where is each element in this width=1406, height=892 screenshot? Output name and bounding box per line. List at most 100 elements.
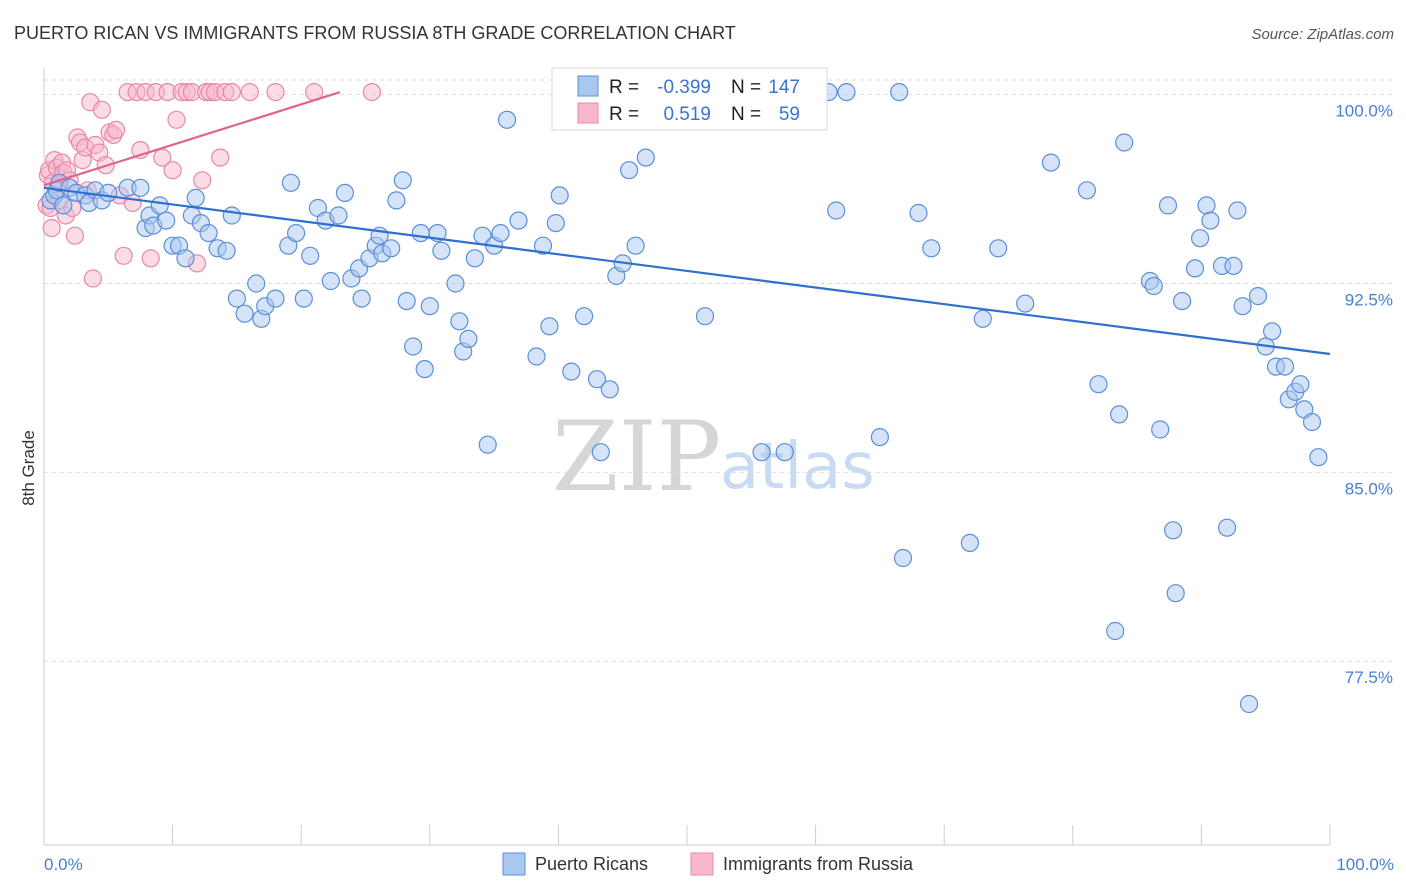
point-pink-32 (114, 246, 133, 265)
point-blue-106 (1041, 153, 1061, 172)
point-blue-57 (411, 224, 430, 243)
point-blue-39 (301, 246, 320, 265)
legend-label-immigrants-from-russia: Immigrants from Russia (723, 854, 914, 874)
point-blue-29 (227, 289, 246, 308)
point-blue-100 (909, 203, 928, 223)
y-tick-label-1: 92.5% (1345, 291, 1393, 310)
point-blue-4 (54, 196, 73, 215)
point-pink-58 (362, 82, 381, 102)
point-blue-91 (752, 443, 771, 462)
point-blue-101 (922, 239, 941, 258)
stats-r-label-pink: R = (609, 104, 639, 125)
point-blue-18 (157, 211, 176, 230)
stats-swatch-pink (577, 102, 599, 124)
point-blue-28 (222, 206, 241, 225)
x-tick-label-100: 100.0% (1336, 855, 1394, 874)
point-blue-102 (960, 533, 980, 553)
point-blue-74 (533, 236, 553, 255)
point-blue-62 (446, 274, 465, 293)
point-pink-4 (42, 219, 61, 238)
point-blue-114 (1151, 420, 1170, 439)
point-blue-44 (335, 183, 354, 202)
point-blue-108 (1089, 375, 1108, 394)
point-blue-43 (329, 206, 348, 225)
stats-box: R = -0.399 N = 147 R = 0.519 N = 59 (551, 67, 828, 131)
point-blue-110 (1109, 405, 1129, 424)
point-blue-121 (1197, 196, 1216, 215)
point-blue-138 (1302, 412, 1322, 432)
point-blue-76 (546, 214, 565, 233)
point-blue-92 (775, 443, 794, 462)
point-blue-131 (1262, 322, 1282, 341)
point-blue-65 (459, 329, 478, 348)
point-blue-115 (1158, 196, 1178, 215)
point-blue-71 (497, 110, 517, 129)
chart-title: PUERTO RICAN VS IMMIGRANTS FROM RUSSIA 8… (14, 23, 736, 43)
point-blue-119 (1185, 259, 1205, 278)
point-blue-85 (619, 161, 639, 180)
watermark: ZIP atlas (552, 401, 875, 513)
point-pink-42 (163, 161, 182, 180)
point-blue-87 (636, 148, 655, 167)
point-blue-72 (509, 211, 528, 230)
point-pink-38 (141, 249, 160, 268)
y-axis-label: 8th Grade (19, 430, 38, 506)
chart-source: Source: ZipAtlas.com (1251, 26, 1394, 43)
point-blue-125 (1224, 256, 1243, 275)
point-blue-78 (562, 362, 581, 381)
point-blue-56 (404, 337, 423, 356)
stats-n-value-blue: 147 (768, 77, 800, 98)
point-blue-61 (432, 241, 451, 260)
point-pink-43 (167, 110, 186, 129)
point-pink-48 (193, 171, 212, 190)
legend-swatch-immigrants-from-russia (690, 852, 714, 876)
point-blue-79 (574, 307, 594, 326)
legend-swatch-puerto-ricans (502, 852, 526, 876)
point-blue-136 (1291, 375, 1310, 394)
point-blue-21 (176, 249, 195, 268)
point-pink-26 (92, 100, 112, 119)
legend-label-puerto-ricans: Puerto Ricans (535, 854, 648, 874)
y-tick-label-2: 85.0% (1345, 479, 1393, 498)
point-blue-139 (1309, 448, 1328, 467)
y-tick-labels: 100.0% 92.5% 85.0% 77.5% (1335, 102, 1393, 688)
point-blue-97 (870, 428, 890, 447)
point-blue-11 (99, 183, 118, 202)
point-blue-103 (973, 309, 992, 328)
point-blue-17 (150, 196, 169, 215)
point-blue-107 (1077, 181, 1097, 200)
point-blue-80 (587, 370, 607, 389)
point-blue-66 (465, 249, 484, 268)
point-blue-127 (1233, 297, 1252, 316)
point-blue-96 (837, 82, 856, 102)
point-blue-27 (217, 241, 236, 260)
point-blue-63 (450, 312, 469, 331)
point-blue-133 (1275, 357, 1295, 376)
legend: Puerto Ricans Immigrants from Russia (502, 852, 914, 876)
trend-line-puerto-ricans (43, 186, 1331, 356)
point-blue-118 (1172, 292, 1192, 311)
point-pink-56 (266, 82, 285, 102)
point-blue-95 (827, 201, 846, 220)
point-blue-30 (235, 304, 254, 323)
point-blue-55 (397, 292, 416, 311)
point-blue-81 (591, 443, 610, 462)
point-blue-77 (550, 186, 569, 205)
stats-r-value-blue: -0.399 (657, 77, 711, 98)
point-blue-109 (1106, 621, 1125, 641)
y-tick-label-3: 77.5% (1345, 668, 1393, 687)
point-blue-68 (478, 435, 497, 454)
point-blue-82 (600, 380, 619, 399)
point-blue-59 (420, 297, 439, 316)
point-blue-105 (1016, 294, 1035, 313)
point-blue-98 (890, 82, 909, 102)
point-blue-75 (540, 317, 559, 336)
point-blue-25 (199, 224, 218, 243)
point-blue-23 (186, 188, 205, 207)
point-blue-116 (1163, 521, 1183, 540)
point-blue-70 (491, 224, 510, 243)
point-pink-30 (106, 120, 126, 139)
point-blue-58 (415, 360, 434, 379)
point-blue-128 (1239, 694, 1259, 714)
point-blue-86 (626, 236, 645, 255)
